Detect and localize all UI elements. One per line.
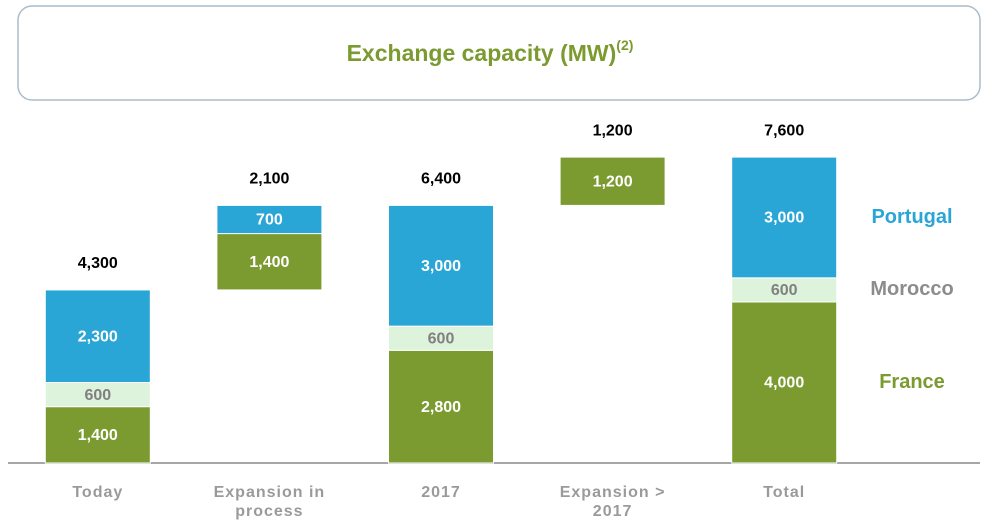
data-label: 3,000 [421, 258, 461, 275]
bar-segment [731, 156, 838, 279]
data-label: 2,800 [421, 399, 461, 416]
bar-segment [216, 204, 323, 235]
bar-segment [44, 382, 151, 408]
title-superscript: (2) [616, 37, 633, 53]
total-label: 2,100 [249, 171, 289, 188]
data-label: 3,000 [764, 210, 804, 227]
chart-title: Exchange capacity (MW)(2) [347, 37, 634, 66]
title-text: Exchange capacity (MW) [347, 40, 617, 66]
x-tick-label: 2017 [421, 484, 461, 501]
total-label: 4,300 [78, 255, 118, 272]
total-label: 1,200 [593, 122, 633, 139]
total-label: 6,400 [421, 171, 461, 188]
bar-segment [731, 277, 838, 303]
x-tick-label: Total [763, 484, 806, 501]
bar-segment [216, 233, 323, 291]
data-label: 600 [428, 330, 455, 347]
data-label: 1,200 [593, 173, 633, 190]
data-label: 700 [256, 212, 283, 229]
x-tick-label: Expansion in process [213, 484, 326, 520]
data-label: 4,000 [764, 375, 804, 392]
legend-label: Portugal [871, 206, 952, 228]
data-label: 600 [84, 387, 111, 404]
legend-label: Morocco [870, 278, 953, 300]
bar-segment [44, 289, 151, 383]
total-label: 7,600 [764, 122, 804, 139]
data-label: 2,300 [78, 328, 118, 345]
data-label: 600 [771, 282, 798, 299]
bar-segment [388, 349, 494, 464]
title-box [17, 5, 981, 101]
legend-label: France [879, 371, 945, 393]
data-label: 1,400 [249, 254, 289, 271]
bar-segment [388, 325, 494, 351]
bar-segment [44, 406, 151, 464]
x-tick-label: Today [72, 484, 124, 501]
bar-segment [388, 204, 494, 327]
data-label: 1,400 [78, 427, 118, 444]
bar-segment [559, 156, 666, 206]
x-tick-label: Expansion > 2017 [559, 484, 666, 520]
